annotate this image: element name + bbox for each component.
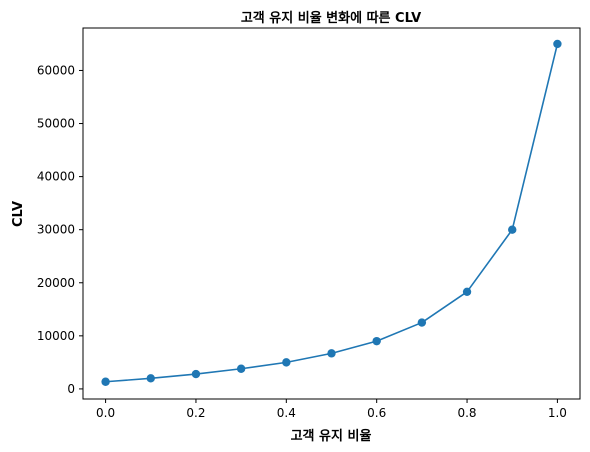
y-axis-ticks: 0 10000 20000 30000 40000 50000 60000 bbox=[37, 63, 83, 396]
x-axis-ticks: 0.0 0.2 0.4 0.6 0.8 1.0 bbox=[96, 399, 567, 420]
x-tick-label: 0.2 bbox=[186, 406, 205, 420]
series-line-layer bbox=[105, 43, 559, 383]
plot-frame bbox=[82, 27, 581, 400]
y-tick-label: 0 bbox=[67, 382, 75, 396]
data-point bbox=[462, 287, 472, 296]
data-point bbox=[101, 377, 110, 386]
x-tick-label: 1.0 bbox=[548, 406, 567, 420]
y-tick-label: 60000 bbox=[37, 63, 75, 77]
x-tick-label: 0.6 bbox=[367, 406, 386, 420]
data-point bbox=[327, 349, 336, 358]
data-point bbox=[508, 225, 517, 234]
y-tick-label: 20000 bbox=[37, 276, 75, 290]
y-tick-label: 10000 bbox=[37, 329, 75, 343]
y-tick-label: 40000 bbox=[37, 170, 75, 184]
data-point bbox=[282, 358, 291, 367]
data-point bbox=[372, 336, 381, 346]
x-tick-label: 0.8 bbox=[457, 406, 476, 420]
x-tick-label: 0.0 bbox=[96, 406, 115, 420]
chart-title: 고객 유지 비율 변화에 따른 CLV bbox=[241, 10, 421, 26]
data-point bbox=[553, 39, 562, 49]
x-axis-label: 고객 유지 비율 bbox=[291, 428, 372, 444]
data-point bbox=[417, 318, 427, 327]
data-points-layer bbox=[101, 39, 562, 386]
data-point bbox=[191, 369, 201, 379]
data-point bbox=[146, 374, 155, 383]
data-point bbox=[236, 364, 246, 373]
x-tick-label: 0.4 bbox=[277, 406, 296, 420]
y-tick-label: 50000 bbox=[37, 117, 75, 131]
y-axis-label: CLV bbox=[11, 201, 26, 227]
y-tick-label: 30000 bbox=[37, 223, 75, 237]
series-line bbox=[105, 43, 559, 383]
